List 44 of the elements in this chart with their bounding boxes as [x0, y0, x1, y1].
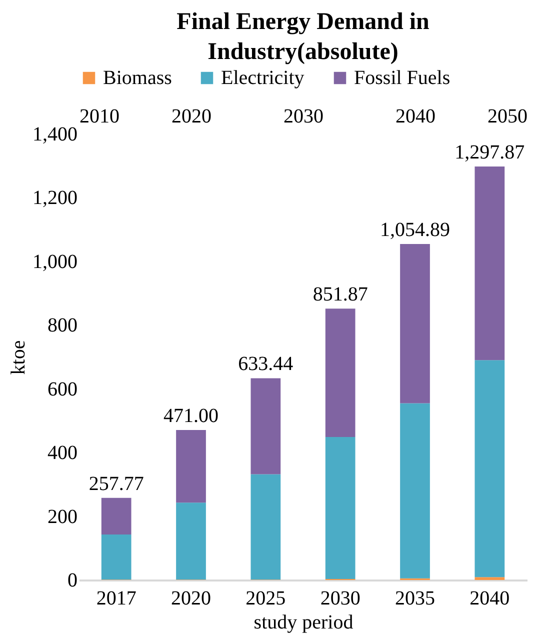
x-axis-title: study period: [254, 612, 354, 634]
bar: [474, 166, 505, 360]
total-label: 633.44: [238, 353, 294, 376]
bar: [101, 498, 132, 534]
bar: [250, 474, 281, 580]
y-tick-label: 800: [48, 314, 78, 337]
chart-title: Final Energy Demand in Industry(absolute): [176, 9, 430, 65]
bar: [250, 378, 281, 474]
x2-tick-label: 2020: [172, 106, 212, 128]
y-tick-label: 0: [68, 570, 78, 592]
legend-label: Fossil Fuels: [354, 67, 450, 89]
y-tick-label: 1,200: [32, 187, 78, 210]
bar: [474, 360, 505, 578]
x-tick-label: 2040: [470, 588, 510, 610]
x-tick-label: 2017: [96, 588, 136, 610]
bar: [325, 436, 356, 580]
bar: [325, 308, 356, 437]
total-label: 1,297.87: [454, 142, 525, 164]
bar: [400, 403, 430, 578]
x-tick-label: 2030: [320, 588, 360, 610]
x-tick-label: 2025: [246, 588, 286, 610]
y-tick-label: 1,000: [32, 250, 78, 273]
legend-label: Electricity: [221, 67, 304, 89]
x2-tick-label: 2040: [396, 106, 436, 128]
legend-label: Biomass: [103, 67, 172, 89]
bar: [400, 244, 430, 404]
y-tick-label: 400: [48, 442, 78, 464]
bar: [101, 534, 132, 580]
x2-tick-label: 2050: [488, 106, 528, 128]
x-tick-label: 2020: [171, 588, 211, 610]
total-label: 1,054.89: [380, 218, 450, 241]
x2-tick-label: 2010: [80, 106, 120, 128]
y-axis-title: ktoe: [8, 340, 30, 375]
y-tick-label: 1,400: [32, 124, 78, 146]
bar: [176, 502, 206, 580]
x-tick-label: 2035: [395, 588, 435, 610]
total-label: 471.00: [164, 404, 218, 427]
total-label: 851.87: [312, 284, 368, 306]
y-tick-label: 600: [48, 378, 78, 400]
x2-tick-label: 2030: [284, 106, 324, 128]
bar: [474, 577, 505, 580]
total-label: 257.77: [88, 472, 144, 495]
y-tick-label: 200: [48, 506, 78, 528]
bar: [176, 430, 206, 503]
